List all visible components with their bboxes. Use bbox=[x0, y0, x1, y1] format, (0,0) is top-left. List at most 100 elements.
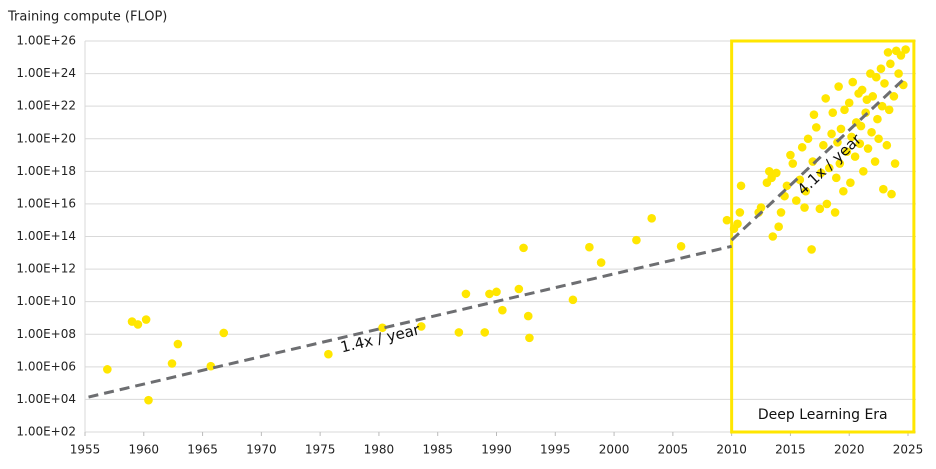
point bbox=[894, 69, 903, 78]
point bbox=[498, 305, 507, 315]
point bbox=[901, 45, 910, 54]
x-tick-label: 1955 bbox=[70, 443, 101, 457]
point bbox=[519, 243, 528, 253]
point bbox=[461, 289, 471, 299]
point bbox=[863, 144, 873, 153]
point bbox=[797, 142, 807, 152]
x-tick-label: 1990 bbox=[481, 443, 512, 457]
point bbox=[809, 110, 819, 119]
y-tick-label: 1.00E+08 bbox=[16, 327, 76, 341]
point bbox=[492, 287, 501, 297]
point bbox=[525, 333, 534, 343]
point bbox=[886, 59, 895, 69]
point bbox=[774, 222, 783, 231]
point bbox=[896, 51, 906, 60]
point bbox=[824, 163, 834, 173]
point bbox=[788, 159, 798, 168]
point bbox=[782, 181, 792, 191]
point bbox=[835, 159, 845, 168]
x-tick-label: 1980 bbox=[364, 443, 395, 457]
point bbox=[676, 242, 686, 251]
point bbox=[880, 79, 889, 88]
trend-line bbox=[88, 244, 732, 399]
point bbox=[736, 181, 746, 191]
x-tick-label: 1970 bbox=[246, 443, 277, 457]
point bbox=[816, 168, 826, 178]
point bbox=[870, 157, 880, 166]
y-tick-label: 1.00E+04 bbox=[16, 392, 76, 406]
point bbox=[523, 311, 533, 321]
highlight-label: Deep Learning Era bbox=[758, 407, 888, 423]
point bbox=[568, 295, 578, 305]
x-tick-label: 1975 bbox=[305, 443, 336, 457]
point bbox=[811, 123, 821, 132]
point bbox=[768, 232, 778, 241]
point bbox=[834, 82, 843, 91]
point bbox=[206, 361, 216, 371]
y-tick-label: 1.00E+26 bbox=[16, 34, 76, 48]
point bbox=[764, 167, 774, 176]
point bbox=[480, 328, 490, 337]
point bbox=[887, 189, 896, 199]
y-tick-label: 1.00E+24 bbox=[16, 66, 76, 80]
point bbox=[848, 77, 858, 87]
point bbox=[844, 98, 854, 108]
y-tick-label: 1.00E+06 bbox=[16, 359, 76, 373]
y-tick-label: 1.00E+20 bbox=[16, 131, 76, 145]
y-tick-label: 1.00E+14 bbox=[16, 229, 76, 243]
point bbox=[873, 114, 882, 124]
x-tick-label: 2010 bbox=[716, 443, 747, 457]
point bbox=[167, 359, 177, 368]
point bbox=[801, 186, 811, 196]
point bbox=[735, 208, 745, 217]
point bbox=[416, 322, 426, 331]
point bbox=[859, 167, 868, 176]
point bbox=[871, 72, 881, 82]
point bbox=[647, 214, 656, 223]
x-tick-label: 1960 bbox=[129, 443, 160, 457]
point bbox=[850, 152, 860, 161]
point bbox=[514, 284, 524, 294]
point bbox=[803, 134, 813, 144]
point bbox=[836, 124, 846, 134]
point bbox=[792, 196, 801, 205]
y-tick-label: 1.00E+18 bbox=[16, 164, 76, 178]
point bbox=[585, 242, 594, 252]
point bbox=[867, 127, 876, 137]
point bbox=[485, 289, 494, 299]
point bbox=[883, 48, 893, 57]
point bbox=[378, 323, 387, 333]
point bbox=[839, 186, 848, 196]
point bbox=[877, 101, 887, 111]
point bbox=[596, 258, 606, 267]
x-tick-label: 1985 bbox=[422, 443, 453, 457]
point bbox=[219, 328, 229, 338]
point bbox=[890, 159, 900, 168]
point bbox=[889, 92, 899, 101]
point bbox=[827, 129, 836, 139]
point bbox=[103, 365, 112, 374]
point bbox=[874, 134, 883, 144]
point bbox=[807, 245, 816, 254]
point bbox=[815, 204, 825, 214]
point bbox=[857, 85, 867, 95]
point bbox=[856, 121, 866, 131]
x-tick-label: 1995 bbox=[540, 443, 571, 457]
x-tick-label: 2000 bbox=[599, 443, 630, 457]
point bbox=[324, 349, 333, 359]
point bbox=[846, 178, 855, 188]
point bbox=[879, 184, 888, 194]
y-tick-label: 1.00E+22 bbox=[16, 99, 76, 113]
point bbox=[454, 328, 464, 337]
point bbox=[786, 150, 795, 160]
point bbox=[847, 132, 856, 142]
point bbox=[868, 92, 878, 101]
point bbox=[733, 219, 742, 229]
point bbox=[842, 147, 852, 157]
point bbox=[831, 173, 841, 183]
x-tick-label: 1965 bbox=[187, 443, 218, 457]
point bbox=[756, 203, 766, 212]
point bbox=[776, 208, 786, 217]
point bbox=[884, 105, 894, 115]
